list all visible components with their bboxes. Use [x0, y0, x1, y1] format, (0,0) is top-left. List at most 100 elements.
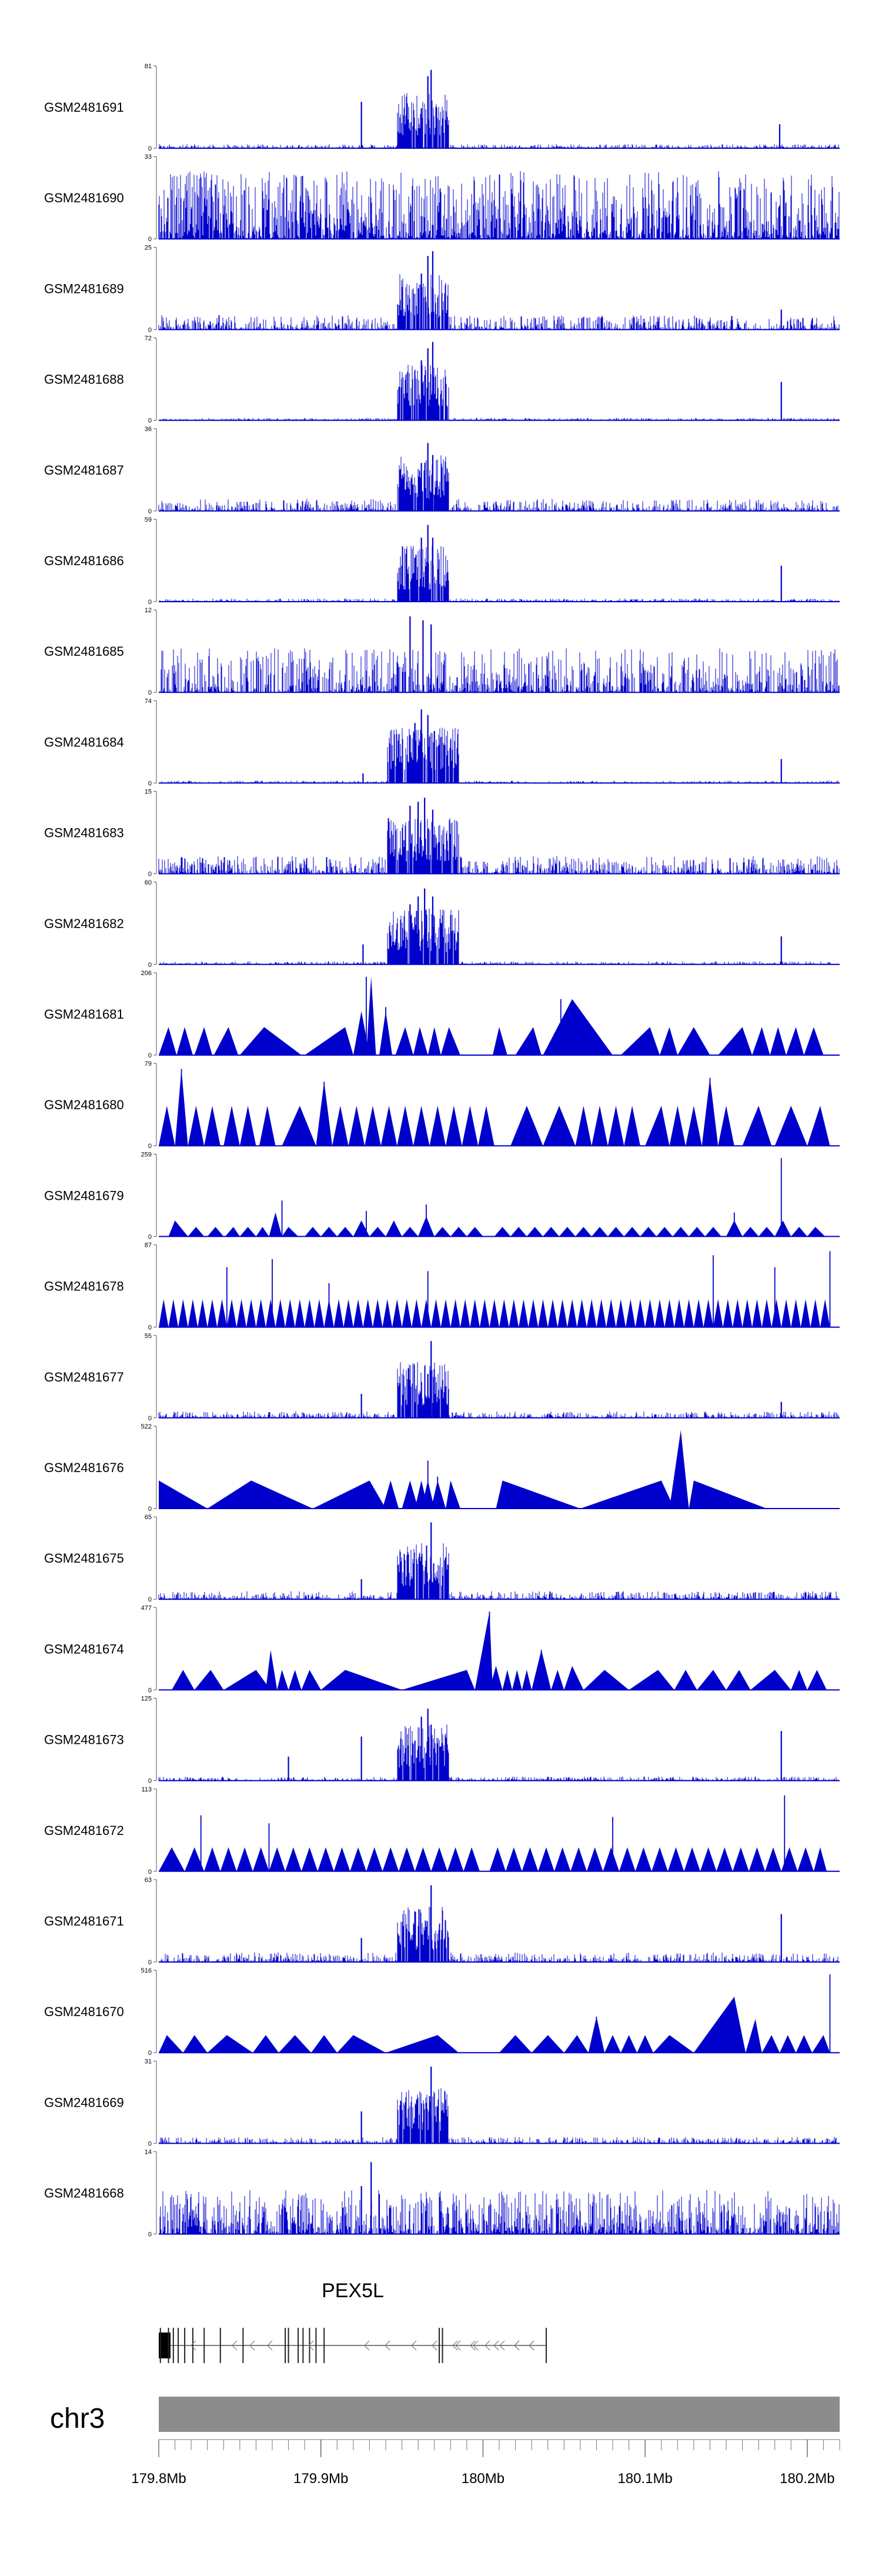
signal-triangle [431, 1299, 441, 1327]
signal-triangle [333, 1847, 350, 1871]
signal-triangle [282, 1227, 299, 1237]
signal-triangle [475, 1611, 493, 1690]
signal-triangle [543, 999, 613, 1055]
signal-bars [159, 648, 840, 693]
track-GSM2481690: GSM2481690 33 0 [44, 154, 840, 243]
signal-triangle [791, 1670, 807, 1690]
signal-triangle [413, 1106, 430, 1146]
signal-triangle [705, 1227, 721, 1237]
signal-triangle [564, 1666, 584, 1690]
y-axis-zero-label: 0 [148, 1052, 152, 1059]
signal-triangle [440, 1299, 451, 1327]
signal-triangle [159, 1106, 175, 1146]
signal-triangle [752, 1299, 762, 1327]
y-axis-max-label: 79 [145, 1060, 152, 1067]
signal-triangle [677, 1027, 710, 1055]
signal-triangle [509, 1299, 519, 1327]
signal-triangle [813, 1847, 827, 1871]
y-axis-max-label: 125 [141, 1696, 152, 1703]
signal-triangle [637, 2035, 653, 2053]
signal-triangle [463, 1847, 480, 1871]
track-label: GSM2481685 [44, 644, 124, 659]
signal-triangle [603, 1847, 620, 1871]
signal-triangle [746, 2019, 762, 2053]
x-axis-tick-label: 180.1Mb [617, 2471, 672, 2487]
signal-triangle [353, 1299, 363, 1327]
signal-triangle [397, 1106, 413, 1146]
signal-triangle [654, 1299, 665, 1327]
signal-triangle [742, 1227, 759, 1237]
signal-triangle [279, 2035, 312, 2053]
signal-triangle [320, 1227, 338, 1237]
signal-triangle [547, 1299, 558, 1327]
track-label: GSM2481679 [44, 1188, 124, 1203]
signal-triangle [332, 1106, 349, 1146]
y-axis-max-label: 25 [145, 244, 152, 251]
signal-triangle [380, 1106, 397, 1146]
signal-triangle [188, 1299, 198, 1327]
signal-triangle [183, 2035, 208, 2053]
y-axis-zero-label: 0 [148, 599, 152, 606]
signal-triangle [239, 1027, 302, 1055]
signal-bars [158, 455, 840, 511]
signal-triangle [502, 1670, 513, 1690]
signal-triangle [178, 1299, 188, 1327]
signal-triangle [277, 1670, 289, 1690]
signal-triangle [252, 2035, 279, 2053]
track-label: GSM2481669 [44, 2095, 124, 2110]
y-axis-max-label: 55 [145, 1333, 152, 1340]
y-axis-zero-label: 0 [148, 871, 152, 878]
signal-triangle [604, 2035, 621, 2053]
signal-triangle [749, 1847, 766, 1871]
signal-triangle [269, 1212, 282, 1237]
y-axis-max-label: 516 [141, 1967, 152, 1974]
signal-triangle [538, 1847, 554, 1871]
strand-arrow [493, 2340, 499, 2351]
y-axis-max-label: 81 [145, 63, 152, 70]
y-axis-zero-label: 0 [148, 2231, 152, 2238]
signal-triangle [382, 1480, 399, 1509]
signal-triangle [301, 1847, 318, 1871]
signal-triangle [204, 1847, 220, 1871]
signal-triangle [693, 1997, 746, 2053]
signal-triangle [348, 1106, 365, 1146]
signal-triangle [499, 1299, 509, 1327]
signal-triangle [653, 2035, 694, 2053]
signal-triangle [718, 1106, 734, 1146]
signal-triangle [369, 1227, 386, 1237]
signal-bars [158, 817, 840, 874]
chromosome-label: chr3 [50, 2403, 105, 2434]
track-GSM2481669: GSM2481669 31 0 [44, 2058, 840, 2147]
signal-triangle [312, 1480, 386, 1509]
signal-triangle [305, 1227, 321, 1237]
y-axis-zero-label: 0 [148, 1687, 152, 1694]
strand-arrow [232, 2340, 238, 2351]
signal-bars [159, 546, 840, 602]
track-GSM2481689: GSM2481689 25 0 [44, 244, 840, 333]
strand-arrow [191, 2340, 196, 2351]
signal-triangle [669, 1430, 689, 1509]
signal-bars [158, 171, 840, 239]
signal-triangle [168, 1220, 188, 1237]
y-axis-zero-label: 0 [148, 1233, 152, 1240]
signal-triangle [684, 1847, 700, 1871]
signal-triangle [810, 1299, 820, 1327]
chromosome-ideogram: chr3 179.8Mb 179.9Mb 180Mb 180.1Mb 180.2Mb [50, 2397, 840, 2487]
track-GSM2481670: GSM2481670 516 0 [44, 1967, 840, 2057]
signal-triangle [431, 1847, 447, 1871]
signal-triangle [217, 1299, 227, 1327]
signal-triangle [796, 2035, 813, 2053]
signal-triangle [462, 1106, 479, 1146]
signal-triangle [366, 1847, 383, 1871]
strand-arrow [411, 2340, 417, 2351]
signal-triangle [635, 1847, 652, 1871]
y-axis-max-label: 15 [145, 789, 152, 796]
signal-triangle [640, 1227, 657, 1237]
signal-triangle [382, 1299, 393, 1327]
signal-triangle [275, 1299, 286, 1327]
signal-triangle [288, 1670, 302, 1690]
signal-triangle [515, 1027, 542, 1055]
track-GSM2481674: GSM2481674 477 0 [44, 1604, 840, 1694]
track-GSM2481676: GSM2481676 522 0 [44, 1423, 840, 1513]
signal-triangle [478, 1106, 495, 1146]
